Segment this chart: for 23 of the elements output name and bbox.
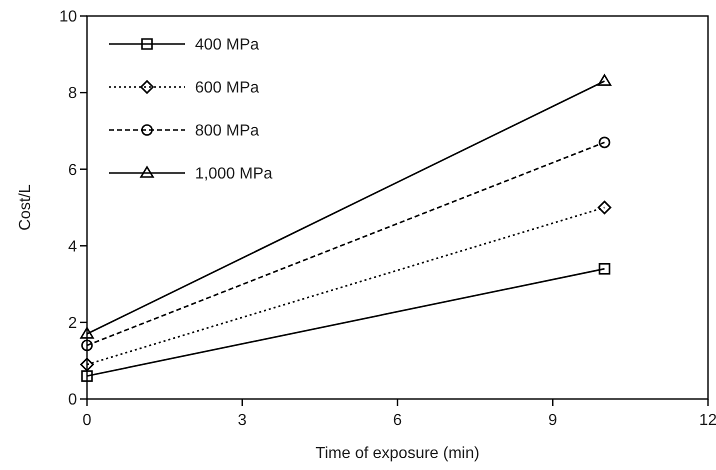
legend-label: 600 MPa <box>195 80 260 97</box>
y-axis-title: Cost/L <box>17 184 34 231</box>
point <box>81 340 93 352</box>
y-tick-label: 10 <box>59 8 78 26</box>
legend-label: 400 MPa <box>195 36 260 54</box>
x-tick-label: 0 <box>82 412 92 429</box>
point <box>598 200 612 214</box>
y-tick-label: 4 <box>68 238 78 256</box>
x-tick-label: 9 <box>548 412 558 429</box>
point <box>598 262 610 275</box>
legend-label: 1,000 MPa <box>195 166 272 183</box>
y-tick-label: 2 <box>68 315 78 332</box>
point <box>80 358 94 372</box>
point <box>81 370 93 382</box>
point <box>598 136 610 148</box>
x-tick-label: 6 <box>393 412 402 429</box>
y-tick-label: 0 <box>68 392 78 409</box>
y-tick-label: 8 <box>68 85 78 102</box>
legend-label: 800 MPa <box>195 122 260 140</box>
x-tick-label: 3 <box>238 412 247 429</box>
x-axis-title: Time of exposure (min) <box>316 445 480 462</box>
x-tick-label: 12 <box>699 412 716 429</box>
y-tick-label: 6 <box>68 162 78 179</box>
